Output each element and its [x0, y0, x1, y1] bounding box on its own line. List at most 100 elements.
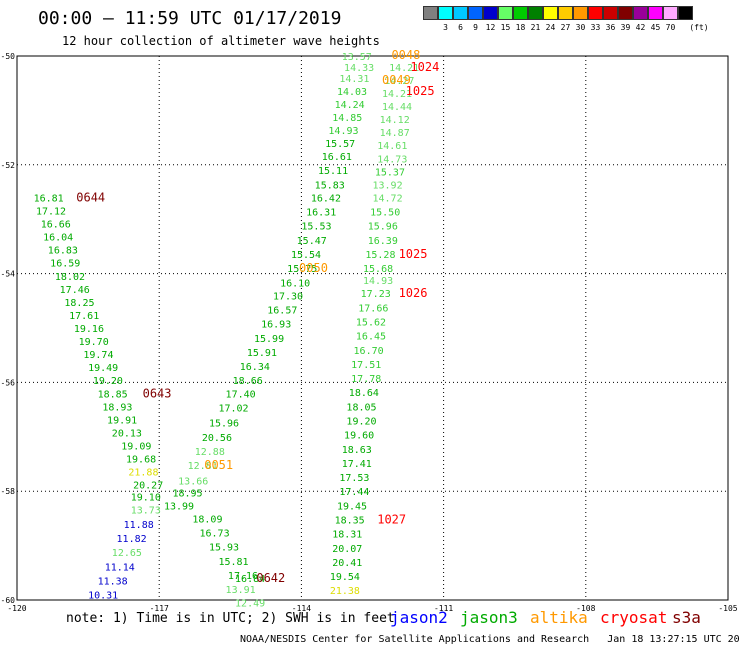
wave-height-point: 14.31 [339, 74, 369, 85]
wave-height-point: 17.02 [218, 403, 248, 414]
colorbar-swatch [498, 6, 513, 20]
wave-height-point: 17.12 [36, 206, 66, 217]
wave-height-point: 14.27 [384, 76, 414, 87]
wave-height-point: 19.60 [344, 431, 374, 442]
wave-height-point: 11.88 [124, 520, 154, 531]
wave-height-point: 17.41 [342, 459, 372, 470]
wave-height-point: 15.75 [287, 264, 317, 275]
colorbar-swatch [453, 6, 468, 20]
wave-height-point: 15.53 [301, 222, 331, 233]
x-tick-label: -111 [434, 604, 453, 613]
colorbar-label: 15 [500, 23, 511, 32]
wave-height-point: 15.99 [254, 334, 284, 345]
wave-height-point: 14.85 [332, 113, 362, 124]
chart-subtitle: 12 hour collection of altimeter wave hei… [62, 34, 380, 48]
wave-height-point: 13.99 [164, 501, 194, 512]
wave-height-point: 15.68 [363, 264, 393, 275]
y-tick-label: -58 [1, 487, 16, 496]
colorbar-label: 27 [560, 23, 571, 32]
y-tick-label: -54 [1, 270, 16, 279]
wave-height-point: 12.81 [188, 461, 218, 472]
colorbar-swatch [513, 6, 528, 20]
wave-height-point: 14.21 [389, 63, 419, 74]
wave-height-point: 14.24 [335, 100, 365, 111]
pass-time-label: 0051 [204, 458, 233, 472]
wave-height-point: 16.70 [354, 346, 384, 357]
wave-height-point: 17.30 [273, 291, 303, 302]
colorbar-label: 12 [485, 23, 496, 32]
wave-height-point: 20.13 [112, 428, 142, 439]
colorbar-swatch [648, 6, 663, 20]
wave-height-point: 19.45 [337, 501, 367, 512]
wave-height-point: 11.14 [105, 562, 135, 573]
wave-height-point: 13.91 [226, 585, 256, 596]
colorbar-label: 21 [530, 23, 541, 32]
wave-height-point: 14.72 [373, 193, 403, 204]
colorbar-label: 42 [635, 23, 646, 32]
wave-height-point: 13.73 [131, 506, 161, 517]
wave-height-point: 21.38 [330, 586, 360, 597]
x-tick-label: -114 [292, 604, 311, 613]
colorbar-label: 6 [458, 23, 463, 32]
wave-height-point: 15.96 [209, 419, 239, 430]
pass-time-label: 0643 [143, 386, 172, 400]
wave-height-point: 14.44 [382, 102, 412, 113]
colorbar-swatch [543, 6, 558, 20]
wave-height-point: 15.47 [297, 236, 327, 247]
wave-height-point: 16.42 [311, 193, 341, 204]
wave-height-point: 16.45 [356, 332, 386, 343]
wave-height-point: 16.34 [240, 362, 270, 373]
wave-height-point: 17.40 [226, 389, 256, 400]
legend-item-s3a: s3a [672, 608, 701, 627]
wave-height-point: 17.51 [351, 360, 381, 371]
wave-height-point: 13.92 [373, 180, 403, 191]
wave-height-point: 14.93 [363, 276, 393, 287]
y-tick-label: -60 [1, 596, 16, 605]
footer-credit: NOAA/NESDIS Center for Satellite Applica… [240, 634, 740, 645]
wave-height-point: 19.91 [107, 415, 137, 426]
pass-time-label: 1027 [377, 512, 406, 526]
wave-height-point: 16.81 [34, 193, 64, 204]
wave-height-point: 14.12 [380, 115, 410, 126]
wave-height-point: 17.53 [339, 473, 369, 484]
wave-height-point: 14.61 [377, 141, 407, 152]
colorbar-swatch [603, 6, 618, 20]
wave-height-point: 18.66 [233, 376, 263, 387]
wave-height-point: 15.83 [315, 180, 345, 191]
wave-height-point: 11.38 [98, 576, 128, 587]
wave-height-point: 18.31 [332, 530, 362, 541]
wave-height-point: 18.02 [55, 272, 85, 283]
wave-height-point: 17.61 [69, 311, 99, 322]
pass-time-label: 0642 [256, 571, 285, 585]
wave-height-point: 16.10 [280, 278, 310, 289]
wave-height-point: 18.25 [64, 298, 94, 309]
y-tick-label: -52 [1, 161, 16, 170]
x-tick-label: -120 [7, 604, 26, 613]
colorbar-swatch [528, 6, 543, 20]
wave-height-point: 18.95 [172, 488, 202, 499]
wave-height-point: 16.61 [322, 152, 352, 163]
wave-height-point: 17.23 [361, 289, 391, 300]
colorbar-label: 36 [605, 23, 616, 32]
wave-height-point: 12.49 [235, 599, 265, 610]
wave-height-point: 18.85 [98, 389, 128, 400]
wave-height-point: 19.68 [126, 455, 156, 466]
y-tick-label: -56 [1, 378, 16, 387]
wave-height-point: 16.57 [267, 306, 297, 317]
colorbar-label: 18 [515, 23, 526, 32]
wave-height-point: 21.88 [128, 468, 158, 479]
wave-height-point: 16.93 [261, 320, 291, 331]
wave-height-point: 16.39 [368, 236, 398, 247]
wave-height-point: 18.35 [335, 515, 365, 526]
colorbar-swatch [588, 6, 603, 20]
y-tick-label: -50 [1, 52, 16, 61]
pass-time-label: 1025 [406, 84, 435, 98]
wave-height-point: 15.54 [291, 250, 321, 261]
wave-height-point: 14.03 [337, 87, 367, 98]
pass-time-label: 1025 [399, 247, 428, 261]
colorbar-label: 9 [473, 23, 478, 32]
colorbar-swatch [468, 6, 483, 20]
wave-height-point: 20.56 [202, 433, 232, 444]
